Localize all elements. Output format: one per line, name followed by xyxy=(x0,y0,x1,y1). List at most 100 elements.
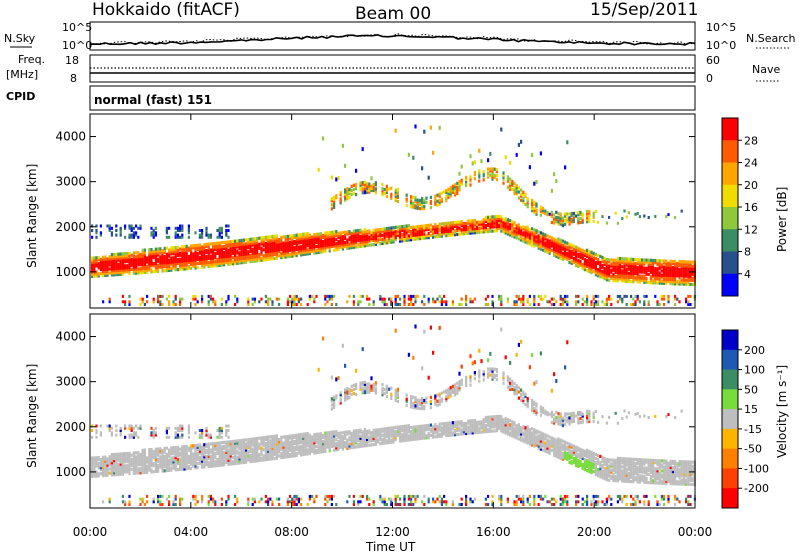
data-cell xyxy=(447,223,450,227)
data-cell xyxy=(267,245,270,249)
data-cell xyxy=(132,226,135,230)
data-cell xyxy=(106,269,109,273)
data-cell xyxy=(196,251,199,256)
data-cell xyxy=(548,245,551,249)
data-cell xyxy=(152,231,155,235)
data-cell xyxy=(465,183,468,188)
data-cell xyxy=(212,464,215,468)
data-cell xyxy=(115,466,118,471)
data-cell xyxy=(220,303,223,306)
data-cell xyxy=(352,383,355,387)
data-cell xyxy=(113,469,116,473)
data-cell xyxy=(352,500,355,504)
data-cell xyxy=(132,251,135,255)
data-cell xyxy=(581,254,584,258)
data-cell xyxy=(324,245,327,249)
data-cell xyxy=(667,265,670,269)
data-cell xyxy=(216,249,219,253)
data-cell xyxy=(592,213,595,217)
data-cell xyxy=(339,435,342,439)
data-cell xyxy=(104,457,107,461)
data-cell xyxy=(603,269,606,273)
data-cell xyxy=(209,497,212,501)
data-cell xyxy=(141,271,144,275)
data-cell xyxy=(425,226,428,230)
data-cell xyxy=(201,249,204,253)
data-cell xyxy=(317,440,320,444)
data-cell xyxy=(460,222,463,226)
data-cell xyxy=(240,251,243,255)
data-cell xyxy=(511,234,514,238)
data-cell xyxy=(636,297,639,301)
data-cell xyxy=(506,179,509,183)
data-cell xyxy=(359,230,362,234)
data-cell xyxy=(256,249,259,253)
data-cell xyxy=(636,266,639,270)
data-cell xyxy=(663,259,666,263)
data-cell xyxy=(234,451,237,455)
data-cell xyxy=(636,258,639,262)
data-cell xyxy=(119,229,122,232)
data-cell xyxy=(344,436,347,440)
data-cell xyxy=(566,220,569,224)
data-cell xyxy=(671,259,674,263)
data-cell xyxy=(148,252,151,256)
data-cell xyxy=(150,456,153,460)
data-cell xyxy=(181,433,184,437)
data-cell xyxy=(513,300,516,304)
data-cell xyxy=(346,440,349,444)
data-cell xyxy=(258,242,261,246)
data-cell xyxy=(302,434,305,438)
data-cell xyxy=(484,226,487,230)
data-cell xyxy=(192,297,195,301)
data-cell xyxy=(128,424,131,428)
data-cell xyxy=(379,231,382,236)
data-cell xyxy=(471,225,474,229)
data-cell xyxy=(234,455,237,459)
data-cell xyxy=(665,281,668,285)
data-cell xyxy=(262,438,265,442)
data-cell xyxy=(656,259,659,263)
data-cell xyxy=(643,303,646,306)
data-cell xyxy=(341,435,344,439)
data-cell xyxy=(247,242,250,246)
data-cell xyxy=(634,276,637,280)
data-cell xyxy=(586,297,589,301)
data-cell xyxy=(218,433,221,437)
data-cell xyxy=(225,252,228,256)
data-cell xyxy=(498,218,501,222)
data-cell xyxy=(220,445,223,449)
data-cell xyxy=(143,462,146,466)
data-cell xyxy=(130,459,133,463)
data-cell xyxy=(599,254,602,258)
data-cell xyxy=(460,228,463,232)
data-cell xyxy=(627,279,630,283)
data-cell xyxy=(643,258,646,262)
data-cell xyxy=(183,463,186,467)
data-cell xyxy=(396,225,399,229)
data-cell xyxy=(346,187,349,191)
data-cell xyxy=(174,445,177,450)
data-cell xyxy=(328,241,331,245)
data-cell xyxy=(240,257,243,261)
data-cell xyxy=(278,254,281,258)
data-cell xyxy=(143,252,146,256)
data-cell xyxy=(196,253,199,258)
data-cell xyxy=(289,234,292,238)
data-cell xyxy=(126,251,129,256)
data-cell xyxy=(313,249,316,253)
data-cell xyxy=(113,465,116,469)
data-cell xyxy=(119,464,122,468)
data-cell xyxy=(275,448,278,452)
data-cell xyxy=(374,240,377,244)
data-cell xyxy=(220,249,223,253)
data-cell xyxy=(278,242,281,246)
data-cell xyxy=(515,232,518,236)
data-cell xyxy=(256,253,259,257)
data-cell xyxy=(282,441,285,445)
data-cell xyxy=(170,248,173,252)
data-cell xyxy=(581,297,584,301)
data-cell xyxy=(504,225,507,229)
data-cell xyxy=(253,453,256,457)
data-cell xyxy=(102,263,105,267)
